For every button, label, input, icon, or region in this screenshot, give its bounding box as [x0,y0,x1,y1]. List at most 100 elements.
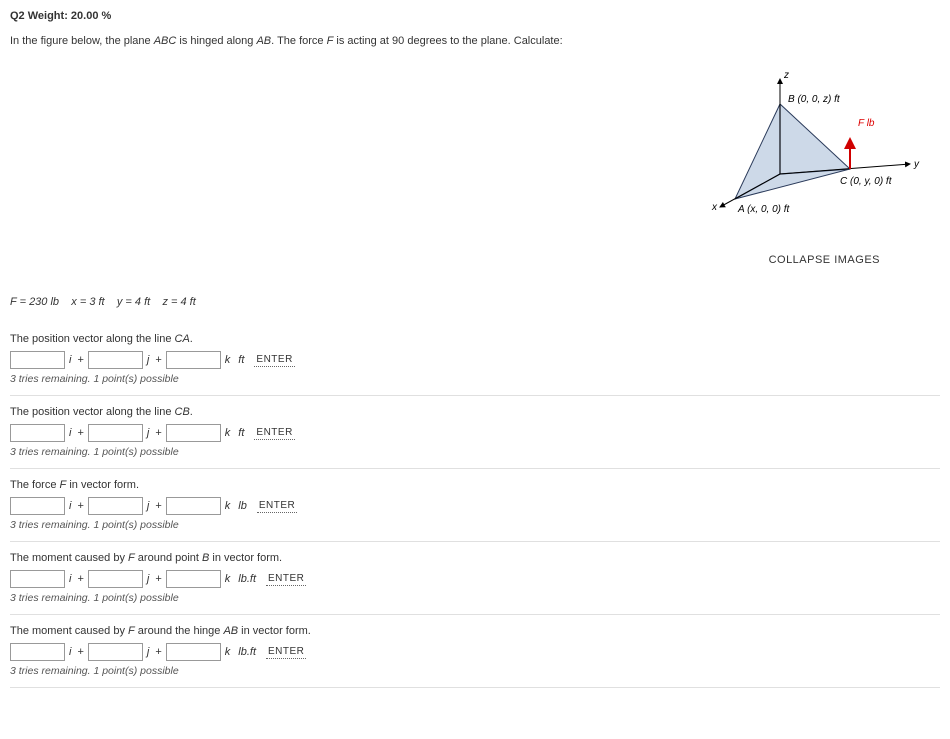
part-2-enter-button[interactable]: ENTER [254,426,294,440]
j-label: j [147,573,149,585]
plus: + [155,427,161,439]
i-label: i [69,427,71,439]
part-3-enter-button[interactable]: ENTER [257,499,297,513]
axis-x-label: x [711,202,718,213]
part-1-input-row: i + j + k ft ENTER [10,351,940,369]
axis-z-label: z [783,70,789,81]
point-a-label: A (x, 0, 0) ft [737,204,791,215]
part-4-k-input[interactable] [166,570,221,588]
part-3-post: in vector form. [66,479,139,491]
plus: + [77,573,83,585]
plus: + [155,354,161,366]
prompt-text: is hinged along [176,35,256,47]
part-5-mid: around the hinge [135,625,224,637]
part-1-k-input[interactable] [166,351,221,369]
given-f-unit: lb [50,296,59,308]
part-3-i-input[interactable] [10,497,65,515]
prompt-90: 90 [392,35,404,47]
j-label: j [147,646,149,658]
part-4-i-input[interactable] [10,570,65,588]
given-z-unit: ft [190,296,196,308]
plus: + [77,500,83,512]
part-5-math2: AB [223,625,238,637]
given-values: F = 230 lb x = 3 ft y = 4 ft z = 4 ft [10,296,940,308]
part-4-input-row: i + j + k lb.ft ENTER [10,570,940,588]
plus: + [155,646,161,658]
part-4-label: The moment caused by F around point B in… [10,552,940,564]
part-1-i-input[interactable] [10,351,65,369]
point-c-label: C (0, y, 0) ft [840,176,893,187]
plus: + [155,500,161,512]
i-label: i [69,573,71,585]
figure-diagram: z y x F lb A (x, 0, 0) ft B (0, 0, z) ft… [710,64,930,224]
part-1-pre: The position vector along the line [10,333,175,345]
plus: + [77,427,83,439]
k-label: k [225,646,231,658]
k-label: k [225,354,231,366]
j-label: j [147,500,149,512]
part-5-i-input[interactable] [10,643,65,661]
part-2-unit: ft [238,427,244,439]
prompt-ab: AB [256,35,271,47]
part-3-unit: lb [238,500,247,512]
k-label: k [225,427,231,439]
part-2-k-input[interactable] [166,424,221,442]
part-3-pre: The force [10,479,60,491]
part-4-post: in vector form. [209,552,282,564]
part-3-j-input[interactable] [88,497,143,515]
part-5-j-input[interactable] [88,643,143,661]
given-z-eq: = 4 [168,296,190,308]
part-5-post: in vector form. [238,625,311,637]
part-3-input-row: i + j + k lb ENTER [10,497,940,515]
j-label: j [147,427,149,439]
i-label: i [69,354,71,366]
part-4-pre: The moment caused by [10,552,128,564]
part-4-j-input[interactable] [88,570,143,588]
k-label: k [225,573,231,585]
axis-y-label: y [913,159,920,170]
part-4-math: F [128,552,135,564]
plus: + [77,354,83,366]
part-5-input-row: i + j + k lb.ft ENTER [10,643,940,661]
figure-area: z y x F lb A (x, 0, 0) ft B (0, 0, z) ft… [10,64,940,244]
part-1-post: . [190,333,193,345]
i-label: i [69,646,71,658]
plus: + [155,573,161,585]
part-4-unit: lb.ft [238,573,256,585]
part-2-pre: The position vector along the line [10,406,175,418]
prompt-abc: ABC [154,35,177,47]
part-2-tries: 3 tries remaining. 1 point(s) possible [10,446,940,458]
prompt-text: In the figure below, the plane [10,35,154,47]
collapse-images-link[interactable]: COLLAPSE IMAGES [10,254,940,266]
part-1-j-input[interactable] [88,351,143,369]
part-5: The moment caused by F around the hinge … [10,625,940,688]
prompt-text: . The force [271,35,326,47]
part-1-label: The position vector along the line CA. [10,333,940,345]
part-3-label: The force F in vector form. [10,479,940,491]
part-5-math: F [128,625,135,637]
given-y-unit: ft [144,296,150,308]
part-2-label: The position vector along the line CB. [10,406,940,418]
question-weight-header: Q2 Weight: 20.00 % [10,10,940,22]
k-label: k [225,500,231,512]
question-prompt: In the figure below, the plane ABC is hi… [10,34,940,49]
prompt-text: degrees to the plane. Calculate: [404,35,562,47]
part-1-enter-button[interactable]: ENTER [254,353,294,367]
plus: + [77,646,83,658]
part-2-j-input[interactable] [88,424,143,442]
part-5-label: The moment caused by F around the hinge … [10,625,940,637]
part-3-k-input[interactable] [166,497,221,515]
part-5-k-input[interactable] [166,643,221,661]
part-5-tries: 3 tries remaining. 1 point(s) possible [10,665,940,677]
part-4-enter-button[interactable]: ENTER [266,572,306,586]
part-5-enter-button[interactable]: ENTER [266,645,306,659]
part-5-unit: lb.ft [238,646,256,658]
i-label: i [69,500,71,512]
part-2-input-row: i + j + k ft ENTER [10,424,940,442]
part-4-mid: around point [135,552,202,564]
force-f-label: F lb [858,118,875,129]
part-2-i-input[interactable] [10,424,65,442]
j-label: j [147,354,149,366]
part-2-math: CB [175,406,190,418]
part-4: The moment caused by F around point B in… [10,552,940,615]
